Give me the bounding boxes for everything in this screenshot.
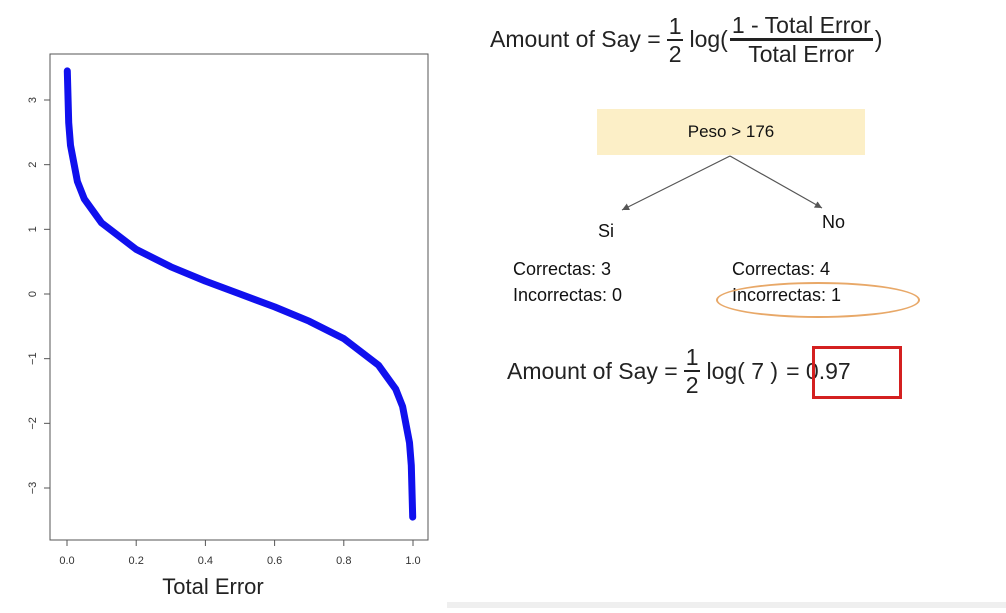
y-tick-label: 0 [27, 291, 39, 297]
x-tick-label: 0.2 [129, 555, 144, 567]
log-open: log( [689, 26, 728, 52]
incorrect-highlight-ellipse [716, 282, 920, 318]
right-branch-label: No [822, 212, 846, 232]
y-tick-label: 2 [27, 162, 39, 168]
left-branch-arrow [621, 155, 731, 211]
ratio-numerator: 1 - Total Error [730, 12, 873, 38]
y-tick-label: 1 [27, 226, 39, 232]
curve-group [63, 67, 417, 521]
formula-lhs: Amount of Say = [490, 26, 661, 52]
y-tick-label: 3 [27, 97, 39, 103]
root-node: Peso > 176 [597, 109, 865, 155]
left-correct-count: Correctas: 3 [513, 259, 612, 279]
half-numerator: 1 [685, 344, 699, 370]
half-numerator: 1 [668, 12, 682, 39]
half-denominator: 2 [668, 40, 682, 67]
amount-of-say-formula: Amount of Say = 1 2 log( 1 - Total Error… [490, 12, 882, 67]
x-axis-label: Total Error [162, 574, 263, 599]
amount-of-say-curve [63, 67, 417, 521]
ratio-denominator: Total Error [748, 41, 855, 67]
fraction-bar [666, 38, 684, 41]
log-close: ) [874, 26, 883, 52]
plot-frame [49, 53, 429, 541]
right-correct-count: Correctas: 4 [732, 259, 831, 279]
left-branch-label: Si [598, 221, 615, 241]
log-seven: log( 7 ) [706, 357, 779, 384]
left-leaf-stats: Correctas: 3 Incorrectas: 0 [513, 256, 622, 308]
tree-arrows [621, 155, 823, 211]
x-tick-label: 0.8 [336, 555, 351, 567]
right-branch-arrow [729, 155, 823, 209]
amount-of-say-result: Amount of Say = 1 2 log( 7 ) = 0.97 [507, 344, 851, 398]
x-tick-label: 0.6 [267, 555, 282, 567]
x-axis: 0.0 0.2 0.4 0.6 0.8 1.0 [59, 540, 421, 567]
result-value: = 0.97 [786, 357, 851, 384]
fraction-bar [683, 370, 701, 372]
result-highlight-box [812, 346, 902, 399]
ratio-numerator-text: - Total Error [744, 12, 871, 38]
y-tick-label: −2 [27, 417, 39, 430]
half-fraction: 1 2 [666, 12, 684, 67]
error-ratio-fraction: 1 - Total Error Total Error [729, 12, 873, 67]
result-lhs: Amount of Say = [507, 357, 678, 384]
x-tick-label: 0.4 [198, 555, 213, 567]
total-error-plot: 0.0 0.2 0.4 0.6 0.8 1.0 3 2 1 0 −1 −2 −3 Total Erro… [27, 53, 429, 599]
half-fraction: 1 2 [683, 344, 701, 398]
x-tick-label: 1.0 [405, 555, 420, 567]
left-incorrect-count: Incorrectas: 0 [513, 285, 623, 305]
x-tick-label: 0.0 [59, 555, 74, 567]
ratio-numerator-prefix: 1 [731, 12, 745, 38]
y-tick-label: −1 [27, 352, 39, 365]
bottom-divider [447, 602, 1006, 608]
fraction-bar [729, 38, 873, 41]
y-tick-label: −3 [27, 482, 39, 495]
y-axis: 3 2 1 0 −1 −2 −3 [27, 97, 50, 494]
root-node-label: Peso > 176 [687, 122, 775, 141]
half-denominator: 2 [685, 372, 699, 398]
